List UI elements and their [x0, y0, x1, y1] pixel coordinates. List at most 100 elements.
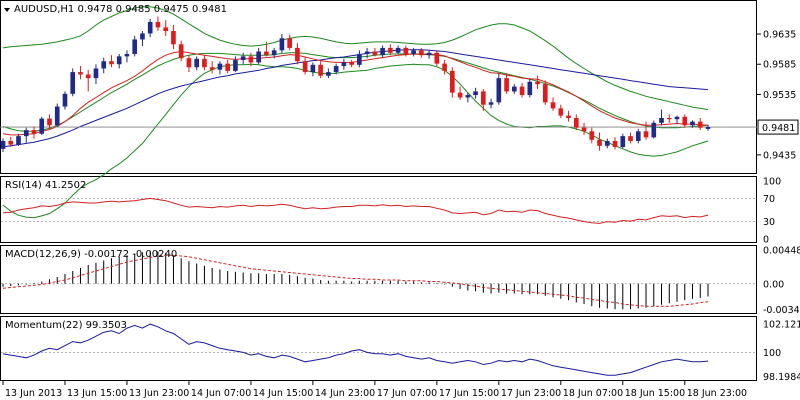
candle [140, 31, 145, 47]
candle-body [171, 31, 176, 45]
candle [209, 61, 215, 74]
candle [233, 56, 238, 73]
candle [8, 136, 14, 148]
candle-body [666, 118, 672, 120]
candle [542, 80, 548, 105]
time-axis-label: 17 Jun 07:00 [377, 388, 437, 399]
candle [566, 110, 571, 122]
candle-body [589, 131, 595, 140]
rsi-axis-label: 70 [763, 194, 775, 205]
candle [612, 137, 618, 150]
symbol-header: AUDUSD,H1 0.9478 0.9485 0.9475 0.9481 [4, 4, 227, 15]
candle [178, 40, 184, 62]
candle [442, 60, 447, 75]
time-axis-label: 18 Jun 15:00 [625, 388, 685, 399]
candle-body [209, 67, 215, 70]
candle [295, 43, 300, 65]
candle [450, 67, 455, 98]
candle [364, 47, 370, 59]
candle [101, 57, 107, 74]
rsi-axis-label: 100 [763, 176, 781, 187]
current-price-box [757, 119, 799, 135]
candle-body [674, 116, 680, 120]
candle [93, 64, 99, 85]
candle-body [465, 95, 471, 98]
current-price-label: 0.9481 [762, 123, 795, 134]
candle-body [0, 140, 6, 149]
candle-body [333, 66, 339, 73]
candle [419, 47, 424, 58]
candle-body [566, 115, 571, 119]
candle-body [504, 78, 509, 92]
candle-body [295, 47, 300, 62]
candle-body [542, 84, 548, 103]
candle-body [271, 50, 277, 56]
candle-body [581, 127, 587, 132]
candle [690, 120, 695, 128]
main-pane-frame [0, 0, 757, 174]
candle-body [473, 91, 478, 96]
candle-body [93, 68, 99, 79]
candle [194, 56, 200, 71]
candle-body [535, 81, 540, 85]
candle-body [186, 58, 192, 68]
macd-axis-label: -0.00346 [763, 305, 800, 316]
candle-body [256, 51, 261, 63]
candle-body [457, 92, 463, 98]
candle [395, 45, 401, 54]
candle [705, 124, 711, 131]
candle-body [573, 118, 579, 128]
candle-body [364, 51, 370, 54]
candle [349, 60, 354, 68]
candle-body [380, 47, 385, 56]
candle [527, 79, 533, 98]
candle [326, 68, 331, 79]
time-axis-label: 13 Jun 23:00 [129, 388, 189, 399]
candle [581, 122, 587, 135]
candle [659, 109, 664, 126]
candle-body [659, 118, 664, 123]
macd-axis-label: 0.00448 [763, 246, 800, 257]
candle [511, 84, 517, 94]
candle-body [519, 86, 525, 96]
candle [357, 50, 362, 68]
candle [403, 45, 409, 57]
candle [411, 47, 416, 57]
time-axis-label: 14 Jun 23:00 [315, 388, 375, 399]
bollinger-middle-line [2, 52, 709, 132]
candle-body [550, 102, 556, 109]
time-axis-label: 17 Jun 23:00 [501, 388, 561, 399]
candle [62, 91, 68, 110]
candle [124, 50, 130, 63]
candle [473, 87, 478, 99]
macd-axis-label: 0.00 [763, 279, 784, 290]
candle-body [511, 86, 517, 92]
candle-body [70, 72, 76, 94]
candle-body [8, 140, 14, 145]
candle [558, 104, 564, 119]
time-axis-label: 13 Jun 15:00 [67, 388, 127, 399]
price-axis-label: 0.9635 [763, 30, 796, 41]
candle-body [357, 53, 362, 65]
candle-body [442, 63, 447, 71]
candle [47, 114, 52, 129]
rsi-axis-label: 0 [763, 235, 769, 246]
time-axis-label: 18 Jun 23:00 [687, 388, 747, 399]
candle [380, 45, 385, 58]
candle-body [217, 63, 223, 70]
candle-body [612, 140, 618, 148]
candle-body [488, 102, 494, 105]
candle-body [318, 64, 323, 76]
candle [202, 55, 207, 71]
candle [16, 133, 21, 146]
candle [0, 138, 6, 152]
candle [54, 103, 60, 127]
candle [651, 120, 657, 139]
candle [85, 69, 91, 92]
momentum-axis-label: 102.1217 [763, 319, 800, 330]
candle-body [163, 27, 169, 32]
candle [155, 16, 161, 32]
candle-body [597, 139, 602, 146]
candle-body [604, 140, 610, 146]
